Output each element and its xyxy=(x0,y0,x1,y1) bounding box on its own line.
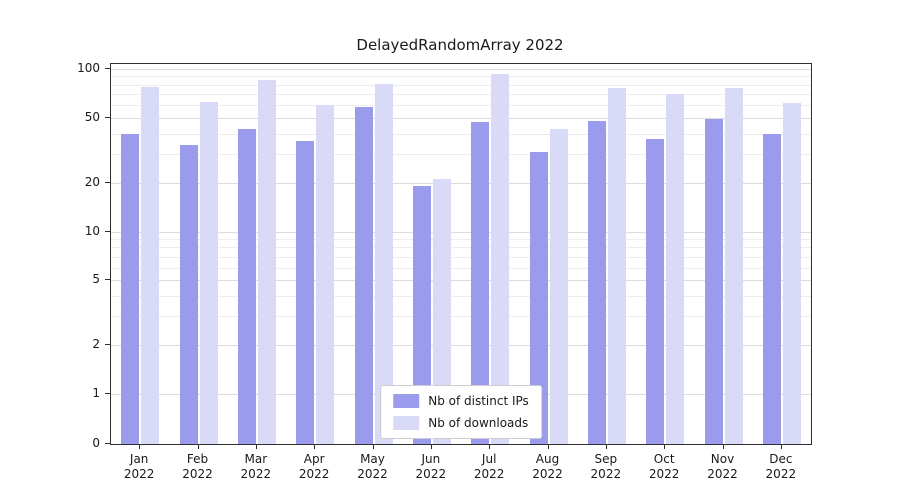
bar-distinct-ips xyxy=(121,133,140,444)
y-tick-label: 100 xyxy=(77,61,100,75)
x-tick-label: Jan 2022 xyxy=(123,452,155,481)
legend: Nb of distinct IPs Nb of downloads xyxy=(380,385,542,439)
minor-gridline xyxy=(111,133,811,135)
bar-downloads xyxy=(666,94,685,444)
x-tick-mark xyxy=(547,444,549,449)
legend-label-downloads: Nb of downloads xyxy=(428,416,529,430)
bar-downloads xyxy=(782,102,801,444)
bar-distinct-ips xyxy=(412,186,431,444)
x-tick-mark xyxy=(430,444,432,449)
minor-gridline xyxy=(111,267,811,269)
legend-label-distinct-ips: Nb of distinct IPs xyxy=(428,394,529,408)
y-tick-label: 10 xyxy=(84,223,100,238)
y-tick-mark xyxy=(105,230,110,232)
minor-gridline xyxy=(111,247,811,249)
x-tick-mark xyxy=(664,444,666,449)
x-tick-label: Jul 2022 xyxy=(473,452,505,481)
bar-distinct-ips xyxy=(237,128,256,444)
minor-gridline xyxy=(111,296,811,298)
minor-gridline xyxy=(111,84,811,86)
legend-swatch-downloads xyxy=(393,416,420,430)
x-tick-label: Oct 2022 xyxy=(648,452,680,481)
bar-distinct-ips xyxy=(704,119,723,444)
y-tick-mark xyxy=(105,116,110,118)
x-tick-mark xyxy=(605,444,607,449)
bar-downloads xyxy=(491,74,510,444)
y-tick-mark xyxy=(105,344,110,346)
major-gridline xyxy=(111,280,811,282)
y-tick-mark xyxy=(105,279,110,281)
bar-downloads xyxy=(374,83,393,444)
minor-gridline xyxy=(111,76,811,78)
minor-gridline xyxy=(111,238,811,240)
y-tick-label: 50 xyxy=(84,109,100,124)
x-tick-mark xyxy=(255,444,257,449)
x-tick-label: Apr 2022 xyxy=(298,452,330,481)
x-tick-label: Mar 2022 xyxy=(240,452,272,481)
minor-gridline xyxy=(111,316,811,318)
major-gridline xyxy=(111,69,811,70)
minor-gridline xyxy=(111,153,811,155)
plot-area: Nb of distinct IPs Nb of downloads xyxy=(110,63,812,445)
x-tick-label: Dec 2022 xyxy=(765,452,797,481)
y-tick-label: 0 xyxy=(92,436,100,450)
bar-distinct-ips xyxy=(529,151,548,444)
x-tick-mark xyxy=(722,444,724,449)
major-gridline xyxy=(111,182,811,184)
legend-item-distinct-ips: Nb of distinct IPs xyxy=(393,394,529,408)
x-tick-mark xyxy=(314,444,316,449)
y-tick-label: 20 xyxy=(84,174,100,189)
bar-downloads xyxy=(724,88,743,444)
bar-downloads xyxy=(549,128,568,444)
bar-distinct-ips xyxy=(354,107,373,444)
bar-distinct-ips xyxy=(762,133,781,444)
bar-downloads xyxy=(432,179,451,444)
y-tick-mark xyxy=(105,68,110,69)
y-tick-label: 1 xyxy=(92,386,100,400)
chart-title: DelayedRandomArray 2022 xyxy=(356,36,564,54)
bar-distinct-ips xyxy=(646,139,665,444)
y-tick-label: 2 xyxy=(92,337,100,352)
minor-gridline xyxy=(111,256,811,258)
y-tick-label: 5 xyxy=(92,272,100,287)
major-gridline xyxy=(111,117,811,119)
minor-gridline xyxy=(111,105,811,107)
x-tick-label: Jun 2022 xyxy=(415,452,447,481)
major-gridline xyxy=(111,345,811,347)
bar-distinct-ips xyxy=(471,122,490,444)
legend-swatch-distinct-ips xyxy=(393,394,420,408)
bar-downloads xyxy=(141,86,160,444)
x-tick-label: Nov 2022 xyxy=(707,452,738,481)
y-tick-mark xyxy=(105,443,110,444)
x-tick-mark xyxy=(489,444,491,449)
x-tick-mark xyxy=(139,444,141,449)
y-tick-mark xyxy=(105,393,110,394)
x-tick-mark xyxy=(780,444,782,449)
bar-distinct-ips xyxy=(587,120,606,444)
x-tick-label: Aug 2022 xyxy=(532,452,563,481)
bar-distinct-ips xyxy=(179,145,198,444)
bar-downloads xyxy=(316,105,335,444)
bar-downloads xyxy=(607,88,626,444)
x-tick-mark xyxy=(197,444,199,449)
bar-distinct-ips xyxy=(296,141,315,444)
x-tick-mark xyxy=(372,444,374,449)
x-tick-label: Feb 2022 xyxy=(182,452,213,481)
minor-gridline xyxy=(111,94,811,96)
legend-item-downloads: Nb of downloads xyxy=(393,416,529,430)
bar-downloads xyxy=(257,79,276,444)
x-tick-label: Sep 2022 xyxy=(590,452,622,481)
y-tick-mark xyxy=(105,181,110,183)
x-tick-label: May 2022 xyxy=(357,452,388,481)
major-gridline xyxy=(111,231,811,233)
bar-downloads xyxy=(199,101,218,444)
